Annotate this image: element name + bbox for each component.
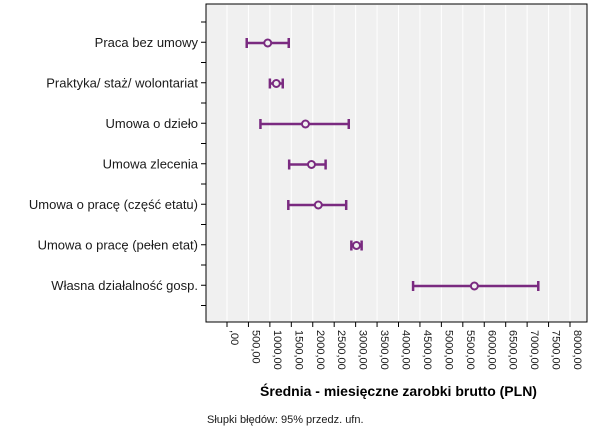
x-tick-label: 8000,00 (571, 330, 583, 370)
x-tick-label: 5000,00 (442, 330, 454, 370)
x-tick-label: 1000,00 (271, 330, 283, 370)
x-axis: ,00 500,00 1000,00 1500,00 2000,00 2500,00 300… (226, 322, 583, 370)
x-tick-label: 6500,00 (507, 330, 519, 370)
x-tick-label: 2500,00 (335, 330, 347, 370)
mean-marker (306, 160, 316, 169)
x-tick-label: 4500,00 (421, 330, 433, 370)
mean-marker (351, 241, 361, 250)
gridlines (226, 5, 571, 321)
mean-marker (271, 79, 281, 88)
x-tick-label: 4000,00 (400, 330, 412, 370)
footnote: Słupki błędów: 95% przedz. ufn. (207, 414, 364, 426)
x-tick-label: 7500,00 (550, 330, 562, 370)
plot-area (205, 3, 588, 323)
mean-marker (263, 38, 273, 48)
category-label: Umowa o pracę (pełen etat) (38, 238, 198, 253)
x-tick-label: 500,00 (249, 330, 261, 364)
category-label: Własna działalność gosp. (51, 278, 198, 293)
category-label: Umowa o dzieło (106, 116, 199, 131)
error-bars (245, 38, 540, 291)
x-tick-label: 7000,00 (528, 330, 540, 370)
x-tick-label: 5500,00 (464, 330, 476, 370)
y-axis: Praca bez umowy Praktyka/ staż/ wolontari… (29, 21, 206, 306)
category-label: Umowa zlecenia (103, 157, 199, 172)
category-label: Praktyka/ staż/ wolontariat (46, 76, 198, 91)
x-tick-label: ,00 (228, 330, 240, 345)
x-tick-label: 1500,00 (292, 330, 304, 370)
category-label: Umowa o pracę (część etatu) (29, 197, 198, 212)
x-tick-label: 2000,00 (314, 330, 326, 370)
mean-marker (469, 281, 479, 291)
x-tick-label: 3000,00 (357, 330, 369, 370)
x-tick-label: 6000,00 (485, 330, 497, 370)
x-axis-title: Średnia - miesięczne zarobki brutto (PLN… (260, 382, 537, 399)
mean-marker (300, 119, 310, 129)
x-tick-label: 3500,00 (378, 330, 390, 370)
category-label: Praca bez umowy (95, 35, 199, 50)
mean-marker (313, 200, 323, 210)
